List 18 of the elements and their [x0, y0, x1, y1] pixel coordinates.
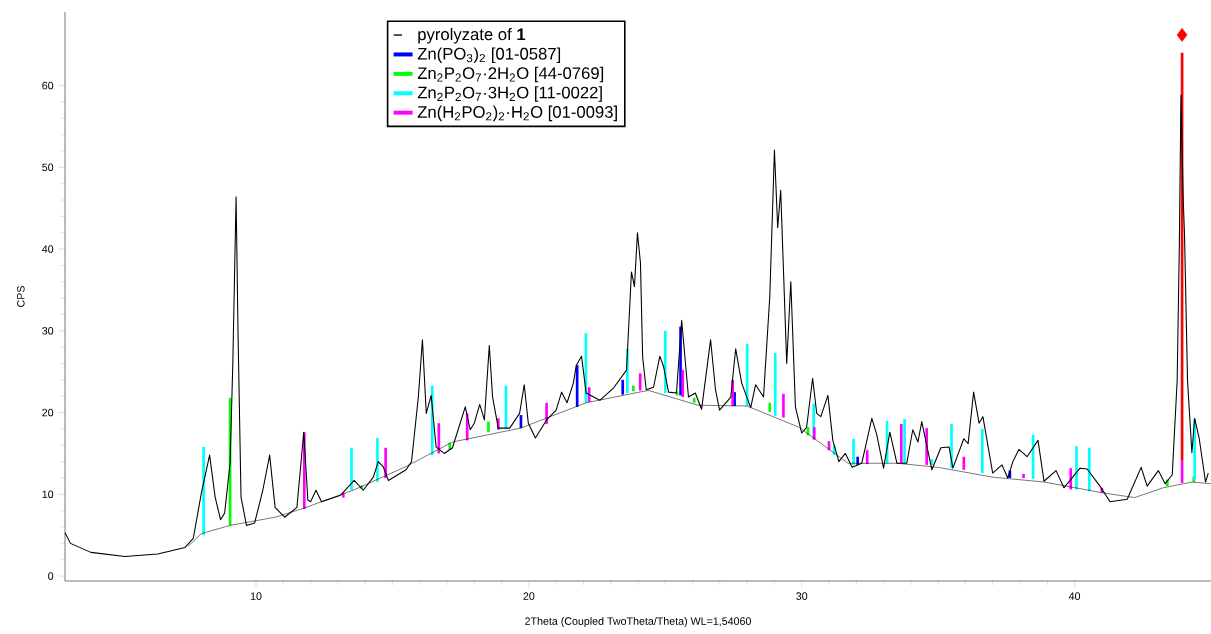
- text: Zn$_{2}$P$_{2}$O$_{7}$·3H$_{2}$O [11-0022]: [417, 86, 602, 102]
- legend-label: pyrolyzate of 1: [418, 27, 526, 44]
- text: Zn$_{2}$P$_{2}$O$_{7}$·2H$_{2}$O [44-0769]: [417, 66, 604, 83]
- x-axis-title: 2Theta (Coupled TwoTheta/Theta) WL=1,54060: [525, 617, 751, 628]
- x-tick-label: 40: [1068, 592, 1081, 600]
- y-tick-label: 60: [42, 81, 54, 90]
- y-tick-label: 50: [42, 163, 54, 172]
- y-tick-label: 20: [42, 408, 54, 417]
- y-tick-label: 40: [42, 245, 54, 253]
- y-tick-label: 10: [42, 490, 54, 499]
- x-tick-label: 20: [523, 592, 535, 600]
- x-tick-label: 10: [250, 592, 262, 600]
- y-tick-label: 30: [42, 327, 54, 335]
- text: Zn(H$_{2}$PO$_{2}$)$_{2}$·H$_{2}$O [01-0093]: [417, 105, 617, 122]
- legend-label: Zn(PO$_{3}$)$_{2}$ [01-0587]: [417, 47, 561, 63]
- y-tick-label: 0: [48, 572, 54, 580]
- x-tick-label: 30: [796, 592, 808, 600]
- y-axis-title: CPS: [17, 286, 25, 307]
